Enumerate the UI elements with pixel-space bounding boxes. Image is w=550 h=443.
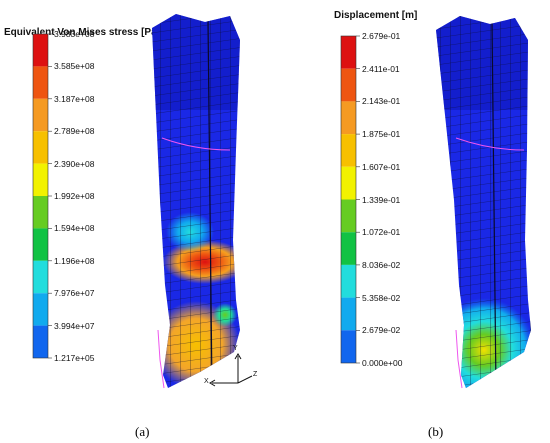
displacement-tick-label: 0.000e+00 <box>362 358 403 368</box>
axis-label-y: Y <box>233 345 238 352</box>
stress-model-mesh <box>152 14 240 388</box>
stress-tick-label: 1.594e+08 <box>54 223 95 234</box>
stress-legend-title: Equivalent Von Mises stress [Pa] <box>4 27 160 38</box>
displacement-tick-label: 2.411e-01 <box>362 63 400 74</box>
displacement-tick-label: 8.036e-02 <box>362 259 401 270</box>
displacement-tick-label: 2.679e-01 <box>362 31 401 41</box>
displacement-model-mesh <box>436 16 531 388</box>
stress-tick-label: 1.196e+08 <box>54 255 95 266</box>
stress-tick-label: 3.187e+08 <box>54 93 95 104</box>
stress-tick-label: 1.992e+08 <box>54 191 95 201</box>
stress-tick-label: 3.994e+07 <box>54 320 95 331</box>
stress-tick-label: 7.976e+07 <box>54 288 95 299</box>
displacement-tick-label: 1.607e-01 <box>362 161 401 172</box>
displacement-tick-label: 2.679e-02 <box>362 325 401 336</box>
displacement-tick-label: 1.875e-01 <box>362 129 401 140</box>
axis-label-z: Z <box>253 371 258 378</box>
caption-a: (a) <box>135 424 150 439</box>
stress-tick-label: 2.789e+08 <box>54 126 95 137</box>
stress-tick-label: 3.983e+08 <box>54 29 95 39</box>
caption-b: (b) <box>428 424 444 439</box>
displacement-tick-label: 1.339e-01 <box>362 194 401 205</box>
axis-triad <box>209 353 253 387</box>
stress-tick-label: 1.217e+05 <box>54 353 95 363</box>
displacement-tick-label: 2.143e-01 <box>362 96 401 107</box>
displacement-tick-label: 1.072e-01 <box>362 227 401 238</box>
stress-tick-label: 3.585e+08 <box>54 61 95 72</box>
displacement-legend-title: Displacement [m] <box>334 10 418 21</box>
stress-tick-label: 2.390e+08 <box>54 158 95 169</box>
axis-label-x: X <box>204 378 209 385</box>
displacement-tick-label: 5.358e-02 <box>362 292 401 303</box>
